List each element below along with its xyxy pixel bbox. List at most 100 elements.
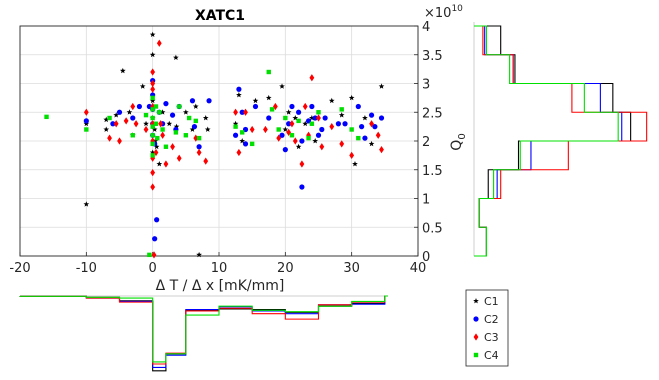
y-tick-labels: 0 0.5 1 1.5 2 2.5 3 3.5 4 (422, 20, 443, 265)
legend-label: C3 (484, 331, 499, 344)
data-point-c1 (196, 251, 202, 258)
data-point-c4 (266, 69, 271, 75)
data-point-c1 (126, 109, 133, 115)
data-point-c3 (158, 120, 164, 128)
y-tick-label: 0.5 (422, 221, 443, 236)
x-hist-c4 (19, 295, 388, 363)
data-point-c2 (191, 124, 198, 130)
data-point-c4 (289, 133, 295, 138)
legend-marker-c3 (473, 333, 479, 341)
data-point-c3 (289, 120, 295, 128)
x-tick-labels: -20 -10 0 10 20 30 40 (9, 261, 426, 276)
data-point-c3 (117, 137, 122, 145)
data-point-c3 (276, 134, 282, 142)
data-point-c3 (379, 146, 384, 154)
data-point-c2 (136, 103, 142, 110)
data-point-c1 (83, 201, 90, 207)
data-point-c3 (143, 125, 149, 134)
data-point-c4 (150, 153, 155, 158)
data-point-c1 (348, 94, 355, 101)
data-point-c3 (375, 131, 381, 139)
data-point-c1 (328, 97, 335, 104)
data-point-c2 (355, 103, 361, 110)
y-exponent-base: ×10 (424, 6, 451, 21)
data-point-c4 (147, 252, 152, 258)
x-hist-c1 (19, 295, 388, 372)
data-point-c4 (276, 127, 281, 132)
data-point-c2 (335, 121, 341, 127)
data-point-c4 (157, 110, 162, 115)
legend-label: C4 (484, 349, 499, 362)
data-point-c1 (149, 51, 156, 58)
y-axis-label: Q0 (449, 133, 468, 150)
data-point-c2 (322, 115, 328, 121)
data-point-c3 (156, 39, 162, 47)
data-point-c2 (154, 217, 160, 223)
x-tick-label: -10 (76, 261, 97, 276)
data-point-c4 (84, 127, 89, 132)
data-point-c4 (186, 115, 192, 121)
data-point-c3 (203, 157, 209, 165)
data-point-c4 (130, 133, 135, 138)
data-point-c4 (153, 121, 159, 126)
data-point-c1 (192, 103, 199, 109)
data-point-c3 (349, 151, 355, 159)
data-point-c3 (243, 108, 248, 116)
data-point-c4 (177, 104, 182, 109)
data-point-c3 (123, 117, 129, 125)
data-point-c1 (189, 126, 196, 132)
data-point-c1 (239, 138, 246, 144)
legend-item-c3: C3 (473, 331, 499, 344)
data-point-c1 (151, 126, 158, 132)
data-point-c4 (316, 110, 321, 115)
data-point-c1 (285, 109, 292, 115)
x-tick-label: -20 (9, 261, 30, 276)
y-tick-label: 3.5 (422, 49, 443, 64)
data-point-c4 (183, 133, 189, 138)
data-point-c4 (143, 112, 149, 118)
data-point-c3 (302, 102, 308, 111)
data-point-c3 (176, 154, 182, 162)
y-exponent-label: ×1010 (424, 4, 463, 21)
data-point-c1 (236, 92, 242, 98)
data-point-c2 (359, 124, 365, 130)
data-point-c1 (143, 120, 149, 127)
data-point-c3 (160, 131, 166, 139)
legend-label: C1 (484, 295, 499, 308)
data-point-c1 (252, 97, 259, 104)
legend-label: C2 (484, 313, 499, 326)
data-point-c3 (150, 68, 156, 76)
data-point-c4 (150, 107, 155, 112)
data-point-c2 (266, 115, 272, 121)
data-point-c2 (163, 101, 169, 107)
y-tick-label: 2 (422, 135, 430, 150)
series-c2 (83, 78, 385, 242)
data-point-c4 (296, 118, 301, 124)
data-point-c3 (316, 114, 321, 122)
data-point-c2 (368, 112, 375, 118)
data-point-c1 (153, 143, 160, 150)
data-point-c1 (204, 126, 211, 132)
data-point-c1 (182, 109, 189, 115)
data-point-c2 (299, 184, 305, 190)
data-point-c4 (339, 107, 344, 112)
data-point-c2 (362, 135, 368, 141)
data-point-c3 (369, 120, 374, 128)
legend-box (465, 289, 509, 367)
data-point-c1 (292, 115, 299, 121)
y-exponent-power: 10 (451, 4, 463, 14)
data-point-c4 (150, 124, 155, 129)
y-tick-label: 1.5 (422, 164, 443, 179)
data-point-c1 (119, 67, 126, 74)
data-point-c3 (292, 137, 298, 145)
chart-title: XATC1 (195, 8, 245, 24)
data-point-c3 (113, 120, 119, 128)
y-tick-label: 1 (422, 193, 430, 208)
data-point-c1 (279, 83, 285, 89)
data-point-c1 (149, 31, 156, 38)
data-point-c2 (242, 141, 249, 147)
data-point-c4 (233, 124, 238, 129)
data-point-c4 (163, 144, 169, 149)
data-point-c1 (103, 116, 110, 123)
